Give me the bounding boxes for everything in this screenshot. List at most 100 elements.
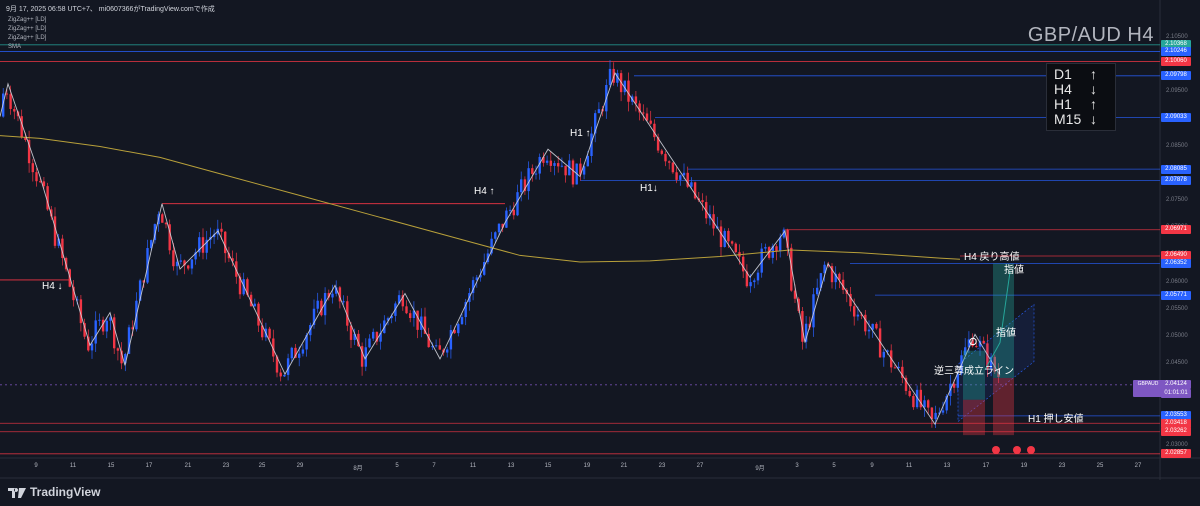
candle-body-164 [608, 68, 612, 85]
x-tick-label: 13 [943, 463, 951, 469]
y-tick-label: 2.03000 [1166, 442, 1188, 449]
candle-body-158 [586, 156, 589, 167]
candle-body-261 [967, 339, 971, 348]
x-tick-label: 5 [395, 463, 399, 469]
candle-body-24 [90, 343, 94, 351]
price-level-badge: 2.10246 [1161, 46, 1191, 56]
candle-body-236 [875, 323, 878, 329]
candle-body-16 [61, 238, 64, 259]
candle-body-145 [538, 156, 541, 174]
x-tick-label: 3 [795, 463, 799, 469]
candle-body-123 [457, 324, 460, 334]
tf-label-m15: M15 [1054, 111, 1082, 127]
candle-body-262 [971, 339, 974, 347]
candle-body-35 [131, 327, 134, 330]
bar-countdown: 01:01:01 [1161, 389, 1191, 398]
current-symbol: GBPAUD [1137, 381, 1159, 387]
candle-body-76 [283, 374, 286, 377]
annotation-limit-upper: 指値 [1004, 265, 1024, 276]
candle-body-161 [597, 109, 601, 114]
ascending-channel [957, 303, 1035, 423]
candle-body-206 [764, 247, 767, 249]
indicator-label-zigzag-3[interactable]: ZigZag++ [LD] [8, 35, 47, 41]
tradingview-logo[interactable]: TradingView [8, 485, 100, 499]
candle-body-269 [997, 371, 1000, 378]
candle-body-128 [475, 277, 478, 281]
candle-body-99 [368, 338, 371, 348]
candle-body-243 [901, 366, 904, 378]
candle-body-74 [275, 356, 279, 373]
candle-body-25 [94, 320, 97, 344]
candle-body-62 [231, 258, 234, 262]
x-tick-label: 29 [296, 463, 304, 469]
candle-body-110 [409, 313, 412, 319]
x-tick-label: 11 [905, 463, 913, 469]
indicator-label-zigzag-2[interactable]: ZigZag++ [LD] [8, 26, 47, 32]
candle-body-183 [679, 175, 682, 180]
candle-body-90 [335, 287, 338, 294]
candle-body-180 [668, 161, 671, 163]
candle-body-141 [523, 179, 527, 192]
candle-body-44 [164, 222, 168, 225]
x-tick-label: 8月 [353, 466, 363, 472]
candle-body-127 [471, 280, 475, 294]
candle-body-252 [934, 412, 937, 420]
annotation-h4-down: H4 ↓ [42, 281, 63, 292]
candle-body-223 [827, 264, 830, 267]
candle-body-5 [20, 116, 23, 138]
candle-body-222 [823, 264, 826, 274]
price-level-badge: 2.03418 [1161, 418, 1191, 428]
candle-body-6 [24, 137, 27, 140]
x-tick-label: 23 [658, 463, 666, 469]
candle-body-198 [734, 243, 737, 253]
sma-line [0, 135, 961, 263]
x-tick-label: 21 [184, 463, 192, 469]
candle-body-224 [830, 266, 834, 283]
candle-body-268 [993, 356, 996, 372]
candle-body-82 [305, 335, 308, 350]
marker-circle [969, 337, 977, 346]
candle-body-231 [856, 314, 860, 317]
event-marker-2 [1027, 446, 1035, 454]
candle-body-159 [590, 133, 593, 157]
candle-body-200 [742, 256, 745, 272]
candle-body-20 [76, 299, 79, 301]
candle-body-27 [101, 319, 105, 332]
candle-body-75 [279, 372, 282, 377]
price-level-badge: 2.03553 [1161, 411, 1191, 421]
candle-body-116 [431, 346, 434, 348]
candle-body-238 [882, 351, 885, 358]
candle-body-241 [893, 367, 897, 369]
indicator-label-sma[interactable]: SMA [8, 44, 22, 50]
candle-body-132 [490, 238, 493, 254]
candle-body-73 [272, 338, 275, 357]
candle-body-61 [227, 253, 231, 259]
candle-body-111 [412, 310, 416, 319]
candle-body-233 [864, 314, 867, 332]
indicator-label-zigzag-1[interactable]: ZigZag++ [LD] [8, 17, 47, 23]
candle-body-109 [405, 306, 408, 314]
annotation-h4-up: H4 ↑ [474, 186, 495, 197]
candle-body-143 [531, 168, 534, 174]
candle-body-47 [175, 261, 179, 267]
price-level-badge: 2.08085 [1161, 164, 1191, 174]
candle-body-189 [701, 200, 704, 203]
candle-body-2 [9, 94, 12, 109]
candle-body-121 [449, 330, 453, 350]
candle-body-140 [520, 179, 523, 193]
candle-body-3 [13, 108, 16, 112]
x-tick-label: 19 [583, 463, 591, 469]
candle-body-22 [83, 323, 86, 337]
candle-body-122 [453, 330, 456, 334]
candle-body-146 [542, 156, 545, 163]
candle-body-92 [342, 301, 345, 303]
candle-body-23 [87, 336, 90, 351]
tf-arrow-h4: ↓ [1090, 81, 1097, 97]
x-tick-label: 9 [34, 463, 38, 469]
candle-body-248 [919, 389, 922, 408]
candle-body-57 [212, 234, 216, 238]
candle-body-102 [379, 333, 382, 342]
candle-body-115 [427, 333, 430, 348]
